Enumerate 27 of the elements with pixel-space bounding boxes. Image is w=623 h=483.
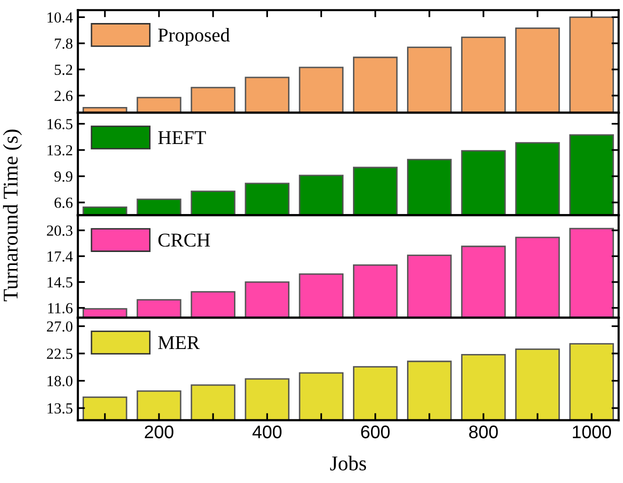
- y-tick-label: 27.0: [46, 321, 72, 332]
- y-tick-label: 14.5: [48, 277, 72, 288]
- x-tick-label: 1000: [572, 426, 611, 438]
- x-tick-label: 800: [469, 426, 498, 438]
- x-tick-label: 200: [144, 426, 174, 438]
- x-tick-label: 600: [361, 426, 390, 438]
- y-tick-label: 13.5: [48, 403, 72, 414]
- y-tick-label: 2.6: [54, 90, 73, 102]
- y-axis-title: Turnaround Time (s): [3, 130, 22, 302]
- legend-label: CRCH: [158, 234, 210, 247]
- y-tick-label: 16.5: [48, 118, 72, 130]
- legend-label: HEFT: [158, 131, 206, 144]
- y-tick-label: 20.3: [46, 225, 72, 236]
- y-tick-label: 6.6: [54, 198, 73, 208]
- y-tick-label: 22.5: [46, 348, 72, 359]
- y-tick-label: 18.0: [48, 376, 72, 386]
- x-axis-title: Jobs: [330, 456, 366, 470]
- y-tick-label: 17.4: [48, 251, 73, 262]
- x-tick-label: 400: [252, 426, 282, 438]
- y-tick-label: 13.2: [48, 145, 72, 156]
- y-tick-label: 11.6: [48, 303, 73, 314]
- y-tick-label: 10.4: [48, 12, 73, 23]
- y-tick-label: 9.9: [54, 171, 72, 182]
- y-tick-label: 7.8: [54, 38, 72, 49]
- y-tick-label: 5.2: [54, 64, 72, 75]
- legend-label: MER: [158, 336, 200, 349]
- legend-label: Proposed: [158, 28, 230, 46]
